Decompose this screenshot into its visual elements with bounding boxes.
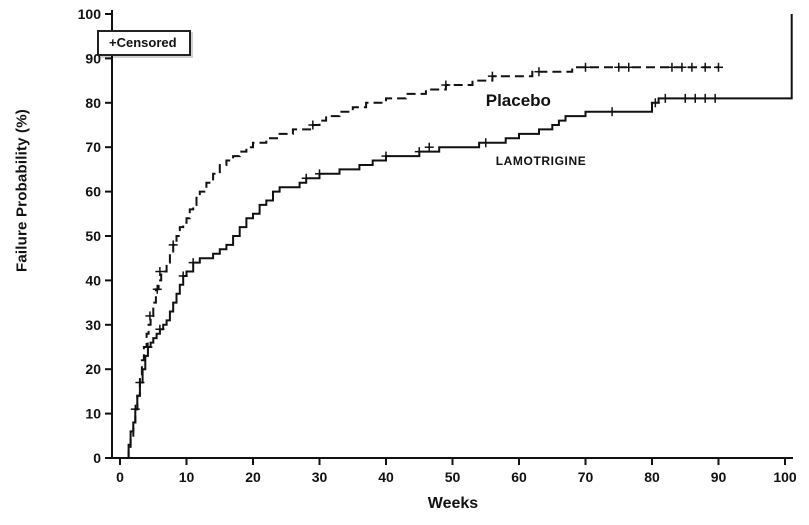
x-tick-label: 0 [116, 469, 124, 485]
y-tick-label: 60 [85, 184, 101, 200]
lamotrigine-curve-label: LAMOTRIGINE [495, 153, 587, 168]
y-tick-label: 100 [78, 6, 102, 22]
y-tick-label: 50 [85, 228, 101, 244]
x-tick-label: 50 [445, 469, 461, 485]
x-tick-label: 40 [378, 469, 394, 485]
x-tick-label: 80 [644, 469, 660, 485]
x-tick-label: 90 [711, 469, 727, 485]
x-tick-label: 100 [773, 469, 797, 485]
y-tick-label: 30 [85, 317, 101, 333]
lamotrigine-curve [126, 14, 793, 459]
x-axis-title: Weeks [427, 495, 479, 512]
censored-legend: +Censored [97, 30, 191, 56]
x-tick-label: 30 [312, 469, 328, 485]
x-tick-label: 70 [578, 469, 594, 485]
y-tick-label: 10 [85, 406, 101, 422]
y-tick-label: 40 [85, 272, 101, 288]
x-tick-label: 10 [179, 469, 195, 485]
y-tick-label: 0 [93, 450, 101, 466]
censored-legend-label: +Censored [109, 35, 177, 50]
y-tick-label: 20 [85, 361, 101, 377]
y-tick-label: 80 [85, 95, 101, 111]
y-axis-title: Failure Probability (%) [13, 109, 31, 272]
placebo-curve [126, 66, 719, 459]
placebo-curve-label: Placebo [485, 90, 551, 110]
x-tick-label: 60 [511, 469, 527, 485]
y-tick-label: 70 [85, 139, 101, 155]
x-tick-label: 20 [245, 469, 261, 485]
